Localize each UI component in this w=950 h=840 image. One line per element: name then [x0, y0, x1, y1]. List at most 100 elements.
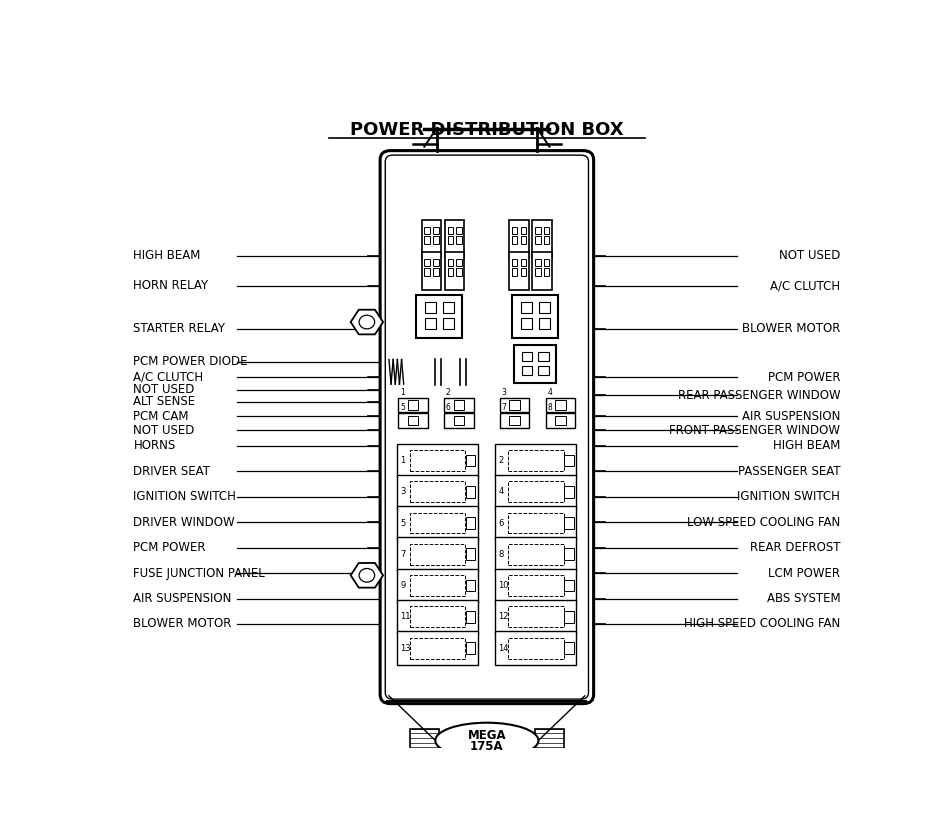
Text: ALT SENSE: ALT SENSE	[133, 395, 196, 408]
Text: POWER DISTRIBUTION BOX: POWER DISTRIBUTION BOX	[350, 121, 624, 139]
Text: STARTER RELAY: STARTER RELAY	[133, 323, 225, 335]
Bar	[410, 543, 466, 564]
Bar	[466, 517, 475, 529]
Bar	[508, 481, 563, 502]
Text: PCM CAM: PCM CAM	[133, 410, 189, 423]
Bar	[512, 259, 518, 266]
Bar	[496, 444, 577, 477]
Bar	[543, 236, 549, 244]
Bar	[433, 227, 439, 234]
Text: ABS SYSTEM: ABS SYSTEM	[767, 592, 840, 605]
Bar	[543, 268, 549, 276]
Bar	[512, 295, 558, 339]
Text: REAR DEFROST: REAR DEFROST	[750, 541, 840, 554]
Bar	[509, 401, 520, 410]
Bar	[397, 632, 478, 665]
Bar	[496, 475, 577, 508]
Text: IGNITION SWITCH: IGNITION SWITCH	[737, 491, 840, 503]
Text: 175A: 175A	[470, 740, 504, 753]
Text: PCM POWER DIODE: PCM POWER DIODE	[133, 355, 248, 369]
Text: A/C CLUTCH: A/C CLUTCH	[770, 279, 840, 292]
Text: REAR PASSENGER WINDOW: REAR PASSENGER WINDOW	[677, 389, 840, 402]
Bar	[543, 259, 549, 266]
Bar	[443, 302, 454, 313]
Bar	[456, 259, 462, 266]
Text: 4: 4	[499, 487, 504, 496]
Bar	[512, 236, 518, 244]
Text: NOT USED: NOT USED	[133, 383, 195, 396]
Circle shape	[359, 569, 374, 582]
Bar	[410, 606, 466, 627]
Text: FRONT PASSENGER WINDOW: FRONT PASSENGER WINDOW	[669, 424, 840, 437]
Bar	[425, 268, 430, 276]
Bar	[425, 236, 430, 244]
Text: MEGA: MEGA	[467, 729, 506, 742]
Bar	[514, 344, 557, 384]
Bar	[496, 632, 577, 665]
Bar	[564, 486, 574, 497]
Bar	[445, 252, 465, 290]
Bar	[447, 259, 453, 266]
Bar	[509, 220, 529, 258]
Text: DRIVER WINDOW: DRIVER WINDOW	[133, 516, 235, 528]
Bar	[539, 352, 548, 361]
FancyBboxPatch shape	[380, 150, 594, 704]
Bar	[521, 318, 532, 328]
Text: 5: 5	[400, 403, 405, 412]
Text: NOT USED: NOT USED	[779, 249, 840, 262]
Bar	[410, 450, 466, 471]
Text: LCM POWER: LCM POWER	[769, 567, 840, 580]
Bar	[521, 268, 526, 276]
Bar	[533, 220, 552, 258]
Bar	[456, 236, 462, 244]
Bar	[539, 365, 548, 375]
Bar	[397, 507, 478, 540]
Bar	[425, 259, 430, 266]
Bar	[466, 454, 475, 466]
Text: NOT USED: NOT USED	[133, 424, 195, 437]
Bar	[509, 252, 529, 290]
Bar	[409, 729, 439, 752]
Text: FUSE JUNCTION PANEL: FUSE JUNCTION PANEL	[133, 567, 265, 580]
Text: PASSENGER SEAT: PASSENGER SEAT	[737, 465, 840, 478]
Bar	[539, 302, 550, 313]
Bar	[397, 600, 478, 633]
Bar	[521, 227, 526, 234]
Bar	[496, 600, 577, 633]
Bar	[521, 302, 532, 313]
Bar	[500, 413, 529, 428]
Text: 10: 10	[499, 581, 509, 590]
Bar	[447, 227, 453, 234]
FancyBboxPatch shape	[386, 155, 588, 699]
Bar	[496, 538, 577, 571]
Bar	[456, 268, 462, 276]
Bar	[508, 575, 563, 596]
Bar	[433, 236, 439, 244]
Bar	[564, 517, 574, 529]
Text: PCM POWER: PCM POWER	[768, 370, 840, 384]
Bar	[564, 549, 574, 560]
Bar	[454, 416, 465, 425]
Bar	[512, 227, 518, 234]
Text: 3: 3	[502, 387, 506, 396]
Bar	[445, 413, 474, 428]
Bar	[508, 638, 563, 659]
Text: HORNS: HORNS	[133, 439, 176, 453]
Bar	[410, 512, 466, 533]
Bar	[410, 575, 466, 596]
Bar	[522, 365, 532, 375]
Bar	[410, 481, 466, 502]
Bar	[522, 352, 532, 361]
Text: 1: 1	[400, 456, 406, 465]
Bar	[433, 268, 439, 276]
Bar	[445, 398, 474, 412]
Bar	[564, 580, 574, 591]
Bar	[397, 569, 478, 602]
Bar	[546, 398, 576, 412]
Text: 8: 8	[547, 403, 552, 412]
Bar	[543, 227, 549, 234]
Text: HIGH SPEED COOLING FAN: HIGH SPEED COOLING FAN	[684, 617, 840, 631]
Bar	[512, 268, 518, 276]
Bar	[466, 580, 475, 591]
Text: AIR SUSPENSION: AIR SUSPENSION	[133, 592, 232, 605]
